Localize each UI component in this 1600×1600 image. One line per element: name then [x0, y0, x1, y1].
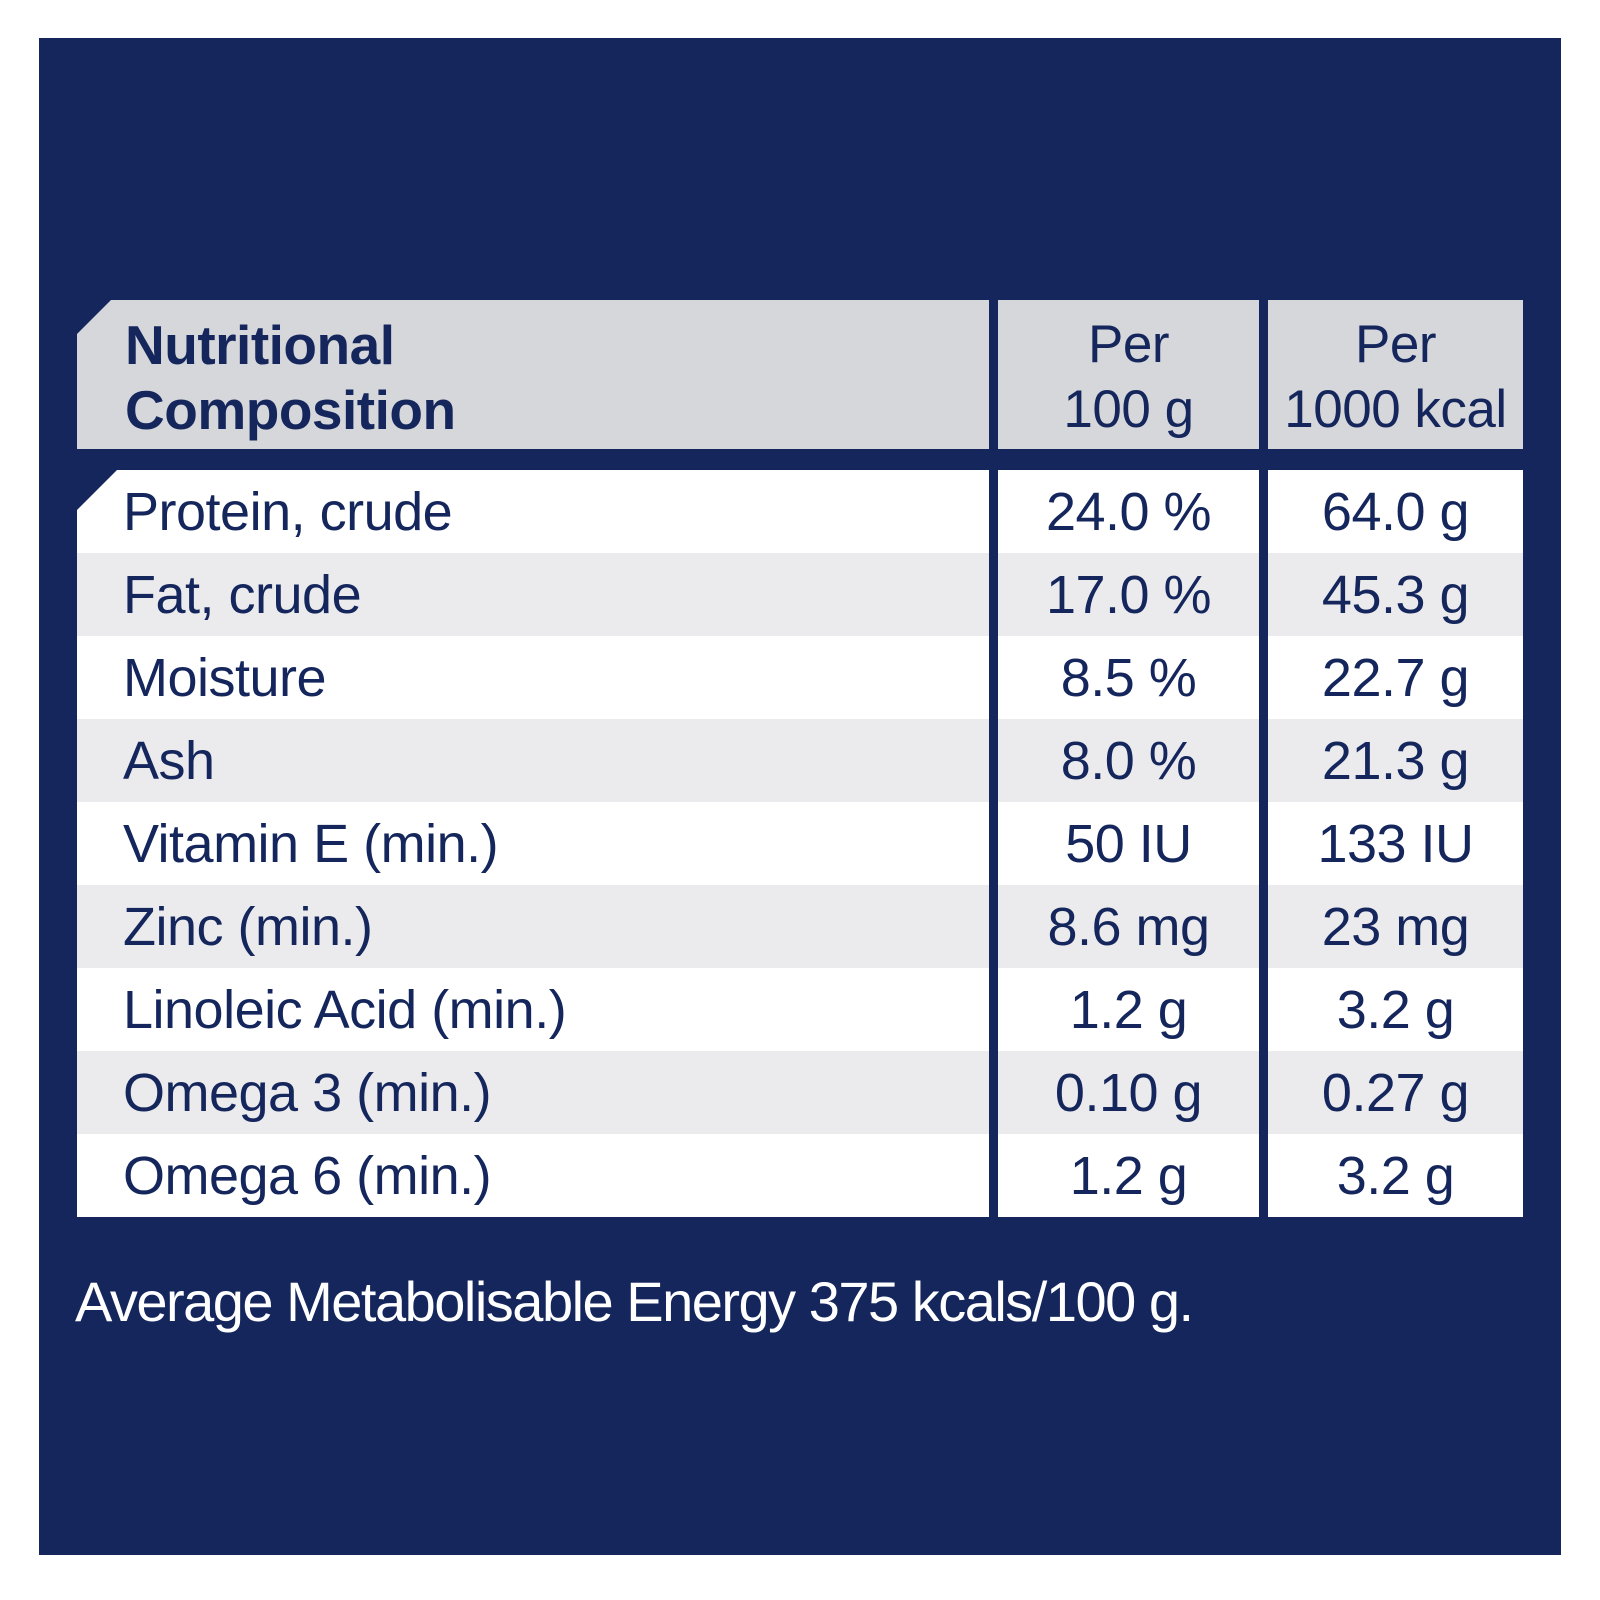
row-label: Zinc (min.) [77, 885, 989, 968]
row-value-per-1000kcal: 0.27 g [1268, 1051, 1523, 1134]
table-body: Protein, crude 24.0 % 64.0 g Fat, crude … [77, 470, 1523, 1217]
row-value-per-100g: 1.2 g [998, 1134, 1259, 1217]
metabolisable-energy-note: Average Metabolisable Energy 375 kcals/1… [75, 1270, 1194, 1333]
column-header-per-100g: Per 100 g [998, 300, 1259, 449]
row-label: Fat, crude [77, 553, 989, 636]
row-value-per-1000kcal: 3.2 g [1268, 1134, 1523, 1217]
table-row: Omega 6 (min.) 1.2 g 3.2 g [77, 1134, 1523, 1217]
row-value-per-1000kcal: 3.2 g [1268, 968, 1523, 1051]
row-value-per-100g: 50 IU [998, 802, 1259, 885]
table-title: Nutritional Composition [77, 300, 989, 449]
row-value-per-100g: 1.2 g [998, 968, 1259, 1051]
row-label: Omega 6 (min.) [77, 1134, 989, 1217]
table-row: Vitamin E (min.) 50 IU 133 IU [77, 802, 1523, 885]
table-row: Protein, crude 24.0 % 64.0 g [77, 470, 1523, 553]
row-value-per-100g: 0.10 g [998, 1051, 1259, 1134]
row-value-per-1000kcal: 133 IU [1268, 802, 1523, 885]
navy-panel: Nutritional Composition Per 100 g Per 10… [39, 38, 1561, 1555]
table-row: Zinc (min.) 8.6 mg 23 mg [77, 885, 1523, 968]
column-header-per-1000kcal: Per 1000 kcal [1268, 300, 1523, 449]
row-label: Ash [77, 719, 989, 802]
row-value-per-100g: 24.0 % [998, 470, 1259, 553]
table-row: Omega 3 (min.) 0.10 g 0.27 g [77, 1051, 1523, 1134]
row-value-per-1000kcal: 64.0 g [1268, 470, 1523, 553]
table-row: Ash 8.0 % 21.3 g [77, 719, 1523, 802]
table-row: Moisture 8.5 % 22.7 g [77, 636, 1523, 719]
table-header: Nutritional Composition Per 100 g Per 10… [77, 300, 1523, 449]
row-label: Moisture [77, 636, 989, 719]
nutrition-table: Nutritional Composition Per 100 g Per 10… [77, 300, 1523, 1217]
row-label: Protein, crude [77, 470, 989, 553]
row-value-per-1000kcal: 21.3 g [1268, 719, 1523, 802]
table-row: Fat, crude 17.0 % 45.3 g [77, 553, 1523, 636]
row-label: Vitamin E (min.) [77, 802, 989, 885]
row-value-per-100g: 8.6 mg [998, 885, 1259, 968]
row-value-per-1000kcal: 22.7 g [1268, 636, 1523, 719]
table-row: Linoleic Acid (min.) 1.2 g 3.2 g [77, 968, 1523, 1051]
row-value-per-1000kcal: 23 mg [1268, 885, 1523, 968]
row-value-per-100g: 17.0 % [998, 553, 1259, 636]
row-label: Omega 3 (min.) [77, 1051, 989, 1134]
row-label: Linoleic Acid (min.) [77, 968, 989, 1051]
row-value-per-1000kcal: 45.3 g [1268, 553, 1523, 636]
row-value-per-100g: 8.0 % [998, 719, 1259, 802]
row-value-per-100g: 8.5 % [998, 636, 1259, 719]
